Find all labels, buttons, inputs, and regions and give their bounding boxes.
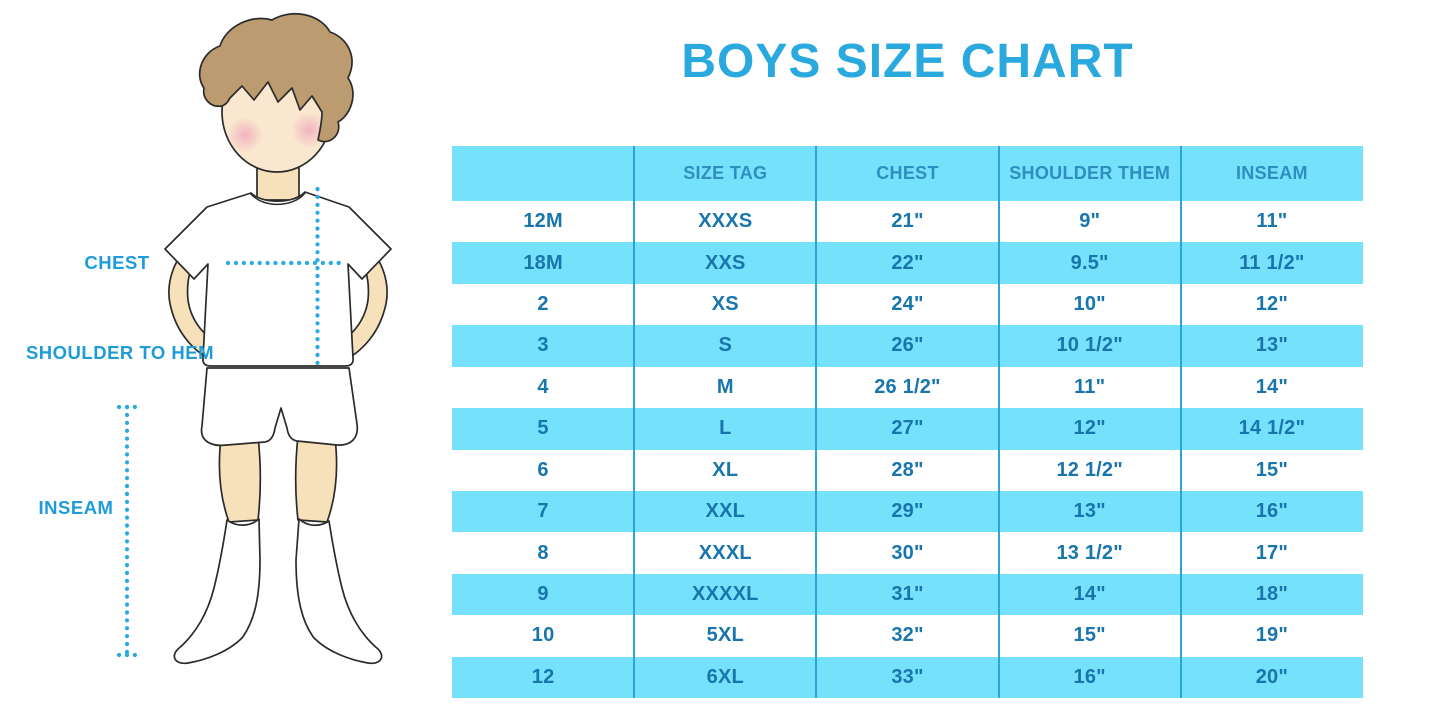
table-cell: 9" — [1079, 210, 1101, 233]
table-cell: 11 1/2" — [1239, 251, 1305, 274]
table-row: 5 L 27" 12" 14 1/2" — [452, 408, 1363, 450]
table-row: 12M XXXS 21" 9" 11" — [452, 201, 1363, 243]
boy-left-leg — [218, 435, 262, 523]
table-cell: 9.5" — [1070, 251, 1109, 274]
table-row: 9 XXXXL 31" 14" 18" — [452, 573, 1363, 616]
boy-hair — [198, 12, 354, 143]
table-cell: 31" — [891, 583, 924, 605]
table-cell: 17" — [1255, 541, 1289, 564]
table-cell: 30" — [891, 541, 924, 564]
boy-figure-illustration: CHEST SHOULDER TO HEM INSEAM — [26, 12, 392, 665]
table-cell: 3 — [537, 334, 549, 357]
table-cell: 14 1/2" — [1238, 417, 1306, 440]
table-cell: 27" — [891, 417, 924, 440]
table-cell: 12" — [1073, 417, 1106, 440]
table-cell: 15" — [1073, 624, 1106, 647]
table-cell: 12 1/2" — [1056, 458, 1123, 481]
table-cell: M — [716, 375, 734, 398]
header-cell-shoulder: SHOULDER THEM — [1009, 163, 1171, 183]
boy-right-sock — [295, 518, 383, 665]
table-row: 7 XXL 29" 13" 16" — [452, 490, 1363, 533]
table-cell: 13 1/2" — [1056, 541, 1123, 564]
boy-collar-line — [250, 192, 306, 206]
table-cell: 26" — [891, 334, 924, 357]
size-table: SIZE TAG CHEST SHOULDER THEM INSEAM 12M X… — [452, 146, 1363, 699]
table-cell: XS — [711, 293, 739, 316]
table-cell: 26 1/2" — [874, 375, 941, 398]
column-divider — [815, 146, 818, 698]
table-cell: S — [718, 334, 733, 357]
table-cell: 6 — [537, 458, 549, 481]
column-divider — [997, 146, 1000, 698]
table-cell: 12" — [1255, 293, 1289, 316]
table-cell: 11" — [1256, 210, 1288, 233]
table-cell: 2 — [537, 293, 549, 316]
chest-label: CHEST — [84, 252, 149, 273]
table-cell: 16" — [1255, 500, 1289, 523]
table-cell: L — [719, 417, 732, 440]
table-cell: 22" — [891, 251, 924, 274]
table-cell: 20" — [1255, 665, 1289, 688]
table-row: 2 XS 24" 10" 12" — [452, 283, 1363, 326]
table-cell: 18M — [523, 251, 563, 274]
table-cell: 5 — [537, 417, 549, 440]
table-cell: 19" — [1255, 624, 1289, 647]
shoulder-to-hem-label: SHOULDER TO HEM — [26, 342, 214, 363]
table-cell: 12 — [531, 665, 555, 688]
inseam-label: INSEAM — [39, 497, 114, 518]
table-cell: XXXS — [698, 210, 753, 233]
table-cell: 21" — [891, 210, 924, 233]
boy-left-cheek — [227, 117, 263, 153]
table-cell: 10 1/2" — [1056, 334, 1123, 357]
table-row: 10 5XL 32" 15" 19" — [452, 615, 1363, 657]
table-cell: XXS — [704, 251, 746, 274]
table-cell: 14" — [1255, 375, 1289, 398]
table-row: 12 6XL 33" 16" 20" — [452, 656, 1363, 699]
table-cell: XXL — [705, 500, 746, 523]
table-cell: 15" — [1255, 458, 1289, 481]
table-row: 18M XXS 22" 9.5" 11 1/2" — [452, 242, 1363, 284]
header-cell-size-tag: SIZE TAG — [683, 163, 768, 183]
table-cell: 32" — [891, 624, 924, 647]
header-cell-inseam: INSEAM — [1235, 163, 1308, 183]
table-cell: 11" — [1074, 375, 1106, 398]
table-cell: 16" — [1073, 665, 1106, 688]
table-row: 3 S 26" 10 1/2" 13" — [452, 325, 1363, 367]
table-cell: XXXXL — [692, 583, 759, 605]
table-cell: 8 — [537, 541, 549, 564]
page-title: BOYS SIZE CHART — [681, 35, 1134, 88]
table-cell: 5XL — [706, 624, 744, 647]
table-cell: 7 — [537, 500, 549, 523]
table-cell: 33" — [891, 665, 924, 688]
table-cell: 13" — [1255, 334, 1289, 357]
boy-left-sock — [173, 518, 261, 665]
header-cell-chest: CHEST — [876, 163, 939, 183]
table-row: 8 XXXL 30" 13 1/2" 17" — [452, 532, 1363, 574]
boy-right-leg — [294, 435, 338, 523]
size-table-body: 12M XXXS 21" 9" 11" 18M XXS 22" 9.5" 11 1/2" 2 XS 24… — [452, 201, 1363, 699]
table-cell: 28" — [891, 458, 924, 481]
table-row: 4 M 26 1/2" 11" 14" — [452, 366, 1363, 409]
table-cell: XXXL — [698, 541, 752, 564]
table-cell: 13" — [1073, 500, 1106, 523]
table-row: 6 XL 28" 12 1/2" 15" — [452, 449, 1363, 491]
boy-shorts — [200, 367, 359, 447]
table-cell: 9 — [537, 583, 549, 605]
table-cell: 14" — [1073, 583, 1106, 605]
boy-shirt — [164, 191, 392, 367]
table-cell: XL — [712, 458, 739, 481]
column-divider — [633, 146, 636, 698]
table-cell: 4 — [537, 375, 549, 398]
table-cell: 10" — [1073, 293, 1106, 316]
table-cell: 29" — [891, 500, 924, 523]
size-table-header-row: SIZE TAG CHEST SHOULDER THEM INSEAM — [452, 146, 1363, 201]
table-cell: 6XL — [706, 665, 744, 688]
column-divider — [1179, 146, 1182, 698]
table-cell: 18" — [1255, 583, 1289, 605]
table-cell: 12M — [523, 210, 563, 233]
table-cell: 24" — [891, 293, 924, 316]
table-cell: 10 — [531, 624, 555, 647]
